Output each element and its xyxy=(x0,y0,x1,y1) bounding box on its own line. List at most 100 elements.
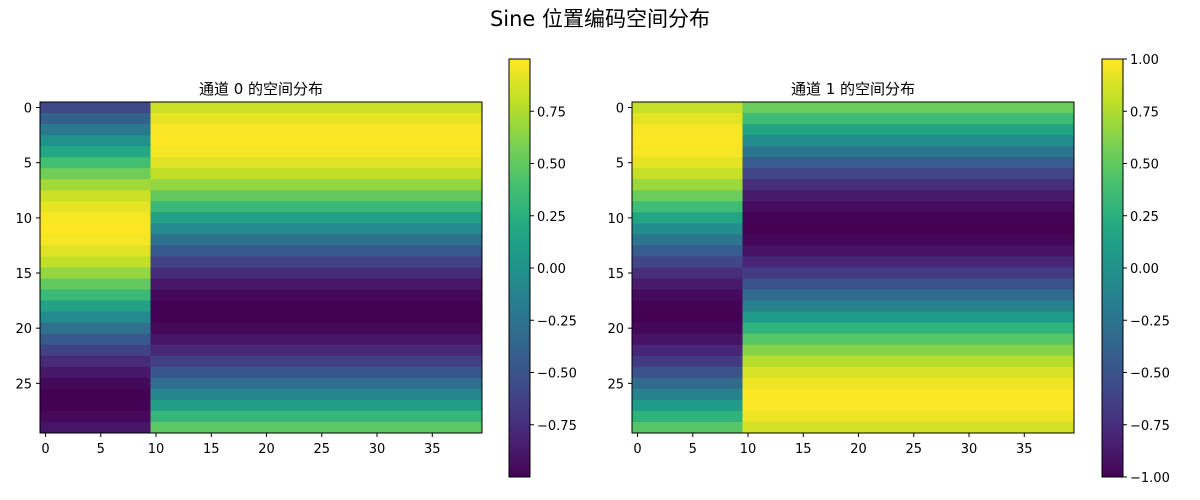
colorbar-segment xyxy=(509,125,530,130)
colorbar-segment xyxy=(509,285,530,290)
heatmap-cells xyxy=(632,102,1074,434)
colorbar-segment xyxy=(1102,170,1123,175)
heatmap-cell-right-row-25 xyxy=(742,377,1074,390)
heatmap-cell-left-row-2 xyxy=(632,124,743,136)
heatmap-cell-right-row-8 xyxy=(742,190,1074,202)
heatmap-cell-right-row-17 xyxy=(742,289,1074,301)
heatmap-cell-left-row-26 xyxy=(632,388,743,401)
colorbar-segment xyxy=(509,229,530,234)
y-tick-label: 0 xyxy=(24,102,32,117)
colorbar-segment xyxy=(509,323,530,328)
colorbar-segment xyxy=(509,421,530,426)
colorbar-segment xyxy=(509,226,530,231)
colorbar-segment xyxy=(509,236,530,241)
colorbar-segment xyxy=(509,281,530,286)
colorbar-segment xyxy=(1102,417,1123,422)
x-axis: 0 5 10 15 20 25 30 35 xyxy=(633,433,1033,457)
heatmap-cell-right-row-14 xyxy=(742,256,1074,268)
colorbar-segment xyxy=(1102,372,1123,377)
colorbar-segment xyxy=(1102,435,1123,440)
colorbar-segment xyxy=(1102,257,1123,262)
colorbar-segment xyxy=(509,250,530,255)
colorbar-segment xyxy=(1102,264,1123,269)
colorbar-segment xyxy=(509,132,530,137)
colorbar-segment xyxy=(1102,341,1123,346)
colorbar-segment xyxy=(509,299,530,304)
colorbar-segment xyxy=(509,139,530,144)
heatmap-cell-left-row-24 xyxy=(40,366,151,379)
colorbar-segment xyxy=(509,424,530,429)
colorbar-segment xyxy=(1102,274,1123,279)
colorbar-tick-label: 0.75 xyxy=(1130,105,1159,120)
heatmap-cell-right-row-1 xyxy=(742,113,1074,125)
colorbar-segment xyxy=(509,449,530,454)
y-tick-label: 0 xyxy=(616,102,624,117)
x-tick-label: 5 xyxy=(97,442,105,457)
colorbar-segment xyxy=(1102,348,1123,353)
colorbar-tick-label: 0.25 xyxy=(537,210,566,225)
heatmap-cell-right-row-7 xyxy=(742,179,1074,191)
colorbar-segment xyxy=(1102,327,1123,332)
x-tick-label: 15 xyxy=(203,442,220,457)
heatmap-cell-left-row-22 xyxy=(632,344,743,357)
colorbar-segment xyxy=(509,104,530,109)
colorbar-segment xyxy=(1102,59,1123,63)
plot-frame xyxy=(39,101,483,434)
heatmap-cell-left-row-4 xyxy=(40,146,151,158)
x-tick-label: 0 xyxy=(633,442,641,457)
heatmap-cell-right-row-6 xyxy=(150,168,482,180)
heatmap-cell-left-row-23 xyxy=(632,355,743,368)
colorbar-segment xyxy=(1102,442,1123,447)
colorbar-segment xyxy=(1102,146,1123,151)
heatmap-cell-left-row-15 xyxy=(632,267,743,279)
colorbar-segment xyxy=(509,184,530,189)
colorbar-segment xyxy=(509,302,530,307)
heatmap-cell-left-row-29 xyxy=(40,421,151,434)
colorbar-segment xyxy=(1102,382,1123,387)
colorbar-segment xyxy=(509,264,530,269)
x-tick-label: 25 xyxy=(906,442,923,457)
heatmap-cells xyxy=(40,102,482,434)
colorbar-segment xyxy=(1102,320,1123,325)
colorbar-segment xyxy=(1102,403,1123,408)
colorbar-segment xyxy=(1102,306,1123,311)
colorbar-segment xyxy=(1102,288,1123,293)
colorbar-segment xyxy=(1102,233,1123,238)
colorbar-segment xyxy=(1102,302,1123,307)
heatmap-cell-right-row-20 xyxy=(150,322,482,335)
colorbar-segment xyxy=(509,86,530,91)
colorbar-segment xyxy=(1102,323,1123,328)
x-tick-label: 30 xyxy=(369,442,386,457)
colorbar-segment xyxy=(1102,261,1123,266)
colorbar-segment xyxy=(1102,410,1123,415)
heatmap-cell-right-row-27 xyxy=(742,399,1074,412)
colorbar-segment xyxy=(509,438,530,443)
colorbar-segment xyxy=(1102,421,1123,426)
heatmap-cell-right-row-0 xyxy=(150,102,482,114)
colorbar-segment xyxy=(509,187,530,192)
colorbar-segment xyxy=(1102,407,1123,412)
colorbar-segment xyxy=(1102,125,1123,130)
colorbar-segment xyxy=(509,435,530,440)
colorbar-segment xyxy=(509,247,530,252)
colorbar-segment xyxy=(1102,369,1123,373)
heatmap-cell-right-row-4 xyxy=(742,146,1074,158)
colorbar-segment xyxy=(509,121,530,126)
heatmap-cell-left-row-29 xyxy=(632,421,743,434)
y-tick-label: 10 xyxy=(15,212,32,227)
colorbar-segment xyxy=(1102,198,1123,203)
colorbar-segment xyxy=(1102,65,1123,70)
colorbar-segment xyxy=(509,344,530,349)
colorbar-segment xyxy=(1102,424,1123,429)
heatmap-cell-right-row-14 xyxy=(150,256,482,268)
colorbar-segment xyxy=(509,316,530,321)
x-tick-label: 35 xyxy=(1016,442,1033,457)
colorbar-segment xyxy=(1102,191,1123,196)
colorbar-segment xyxy=(1102,184,1123,189)
heatmap-cell-left-row-25 xyxy=(40,377,151,390)
colorbar-segment xyxy=(509,142,530,147)
colorbar-segment xyxy=(509,379,530,384)
colorbar-segment xyxy=(1102,299,1123,304)
colorbar-segment xyxy=(1102,470,1123,475)
